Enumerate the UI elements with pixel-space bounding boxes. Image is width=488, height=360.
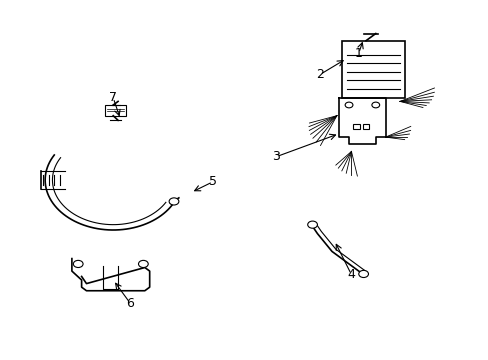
Text: 2: 2 [315,68,323,81]
FancyBboxPatch shape [362,124,369,129]
Circle shape [371,102,379,108]
Text: 4: 4 [347,268,355,281]
Circle shape [169,198,179,205]
Circle shape [345,102,352,108]
Text: 6: 6 [126,297,134,310]
Text: 1: 1 [354,47,362,60]
Circle shape [73,260,83,267]
Circle shape [138,260,148,267]
FancyBboxPatch shape [341,41,404,98]
Circle shape [358,270,368,278]
Text: 7: 7 [109,91,117,104]
FancyBboxPatch shape [352,124,359,129]
Text: 3: 3 [272,150,280,163]
FancyBboxPatch shape [105,105,126,116]
Text: 5: 5 [208,175,217,188]
Circle shape [307,221,317,228]
